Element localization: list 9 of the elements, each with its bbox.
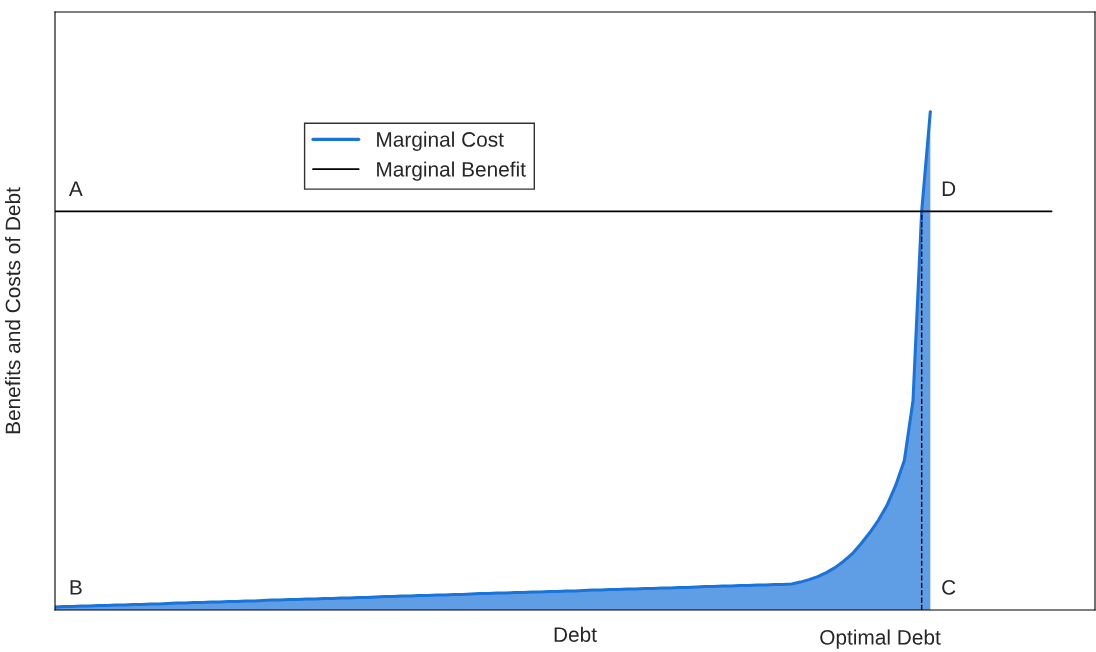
annotation: B <box>70 580 82 595</box>
legend-label: Marginal Benefit <box>377 161 526 181</box>
x-axis-title: Debt <box>554 626 597 642</box>
annotation: A <box>68 181 83 196</box>
legend-label: Marginal Cost <box>377 131 504 151</box>
annotation: D <box>942 181 956 196</box>
annotation: C <box>942 580 956 595</box>
text: Optimal Debt <box>820 629 941 649</box>
y-axis-title: Benefits and Costs of Debt <box>5 187 21 434</box>
